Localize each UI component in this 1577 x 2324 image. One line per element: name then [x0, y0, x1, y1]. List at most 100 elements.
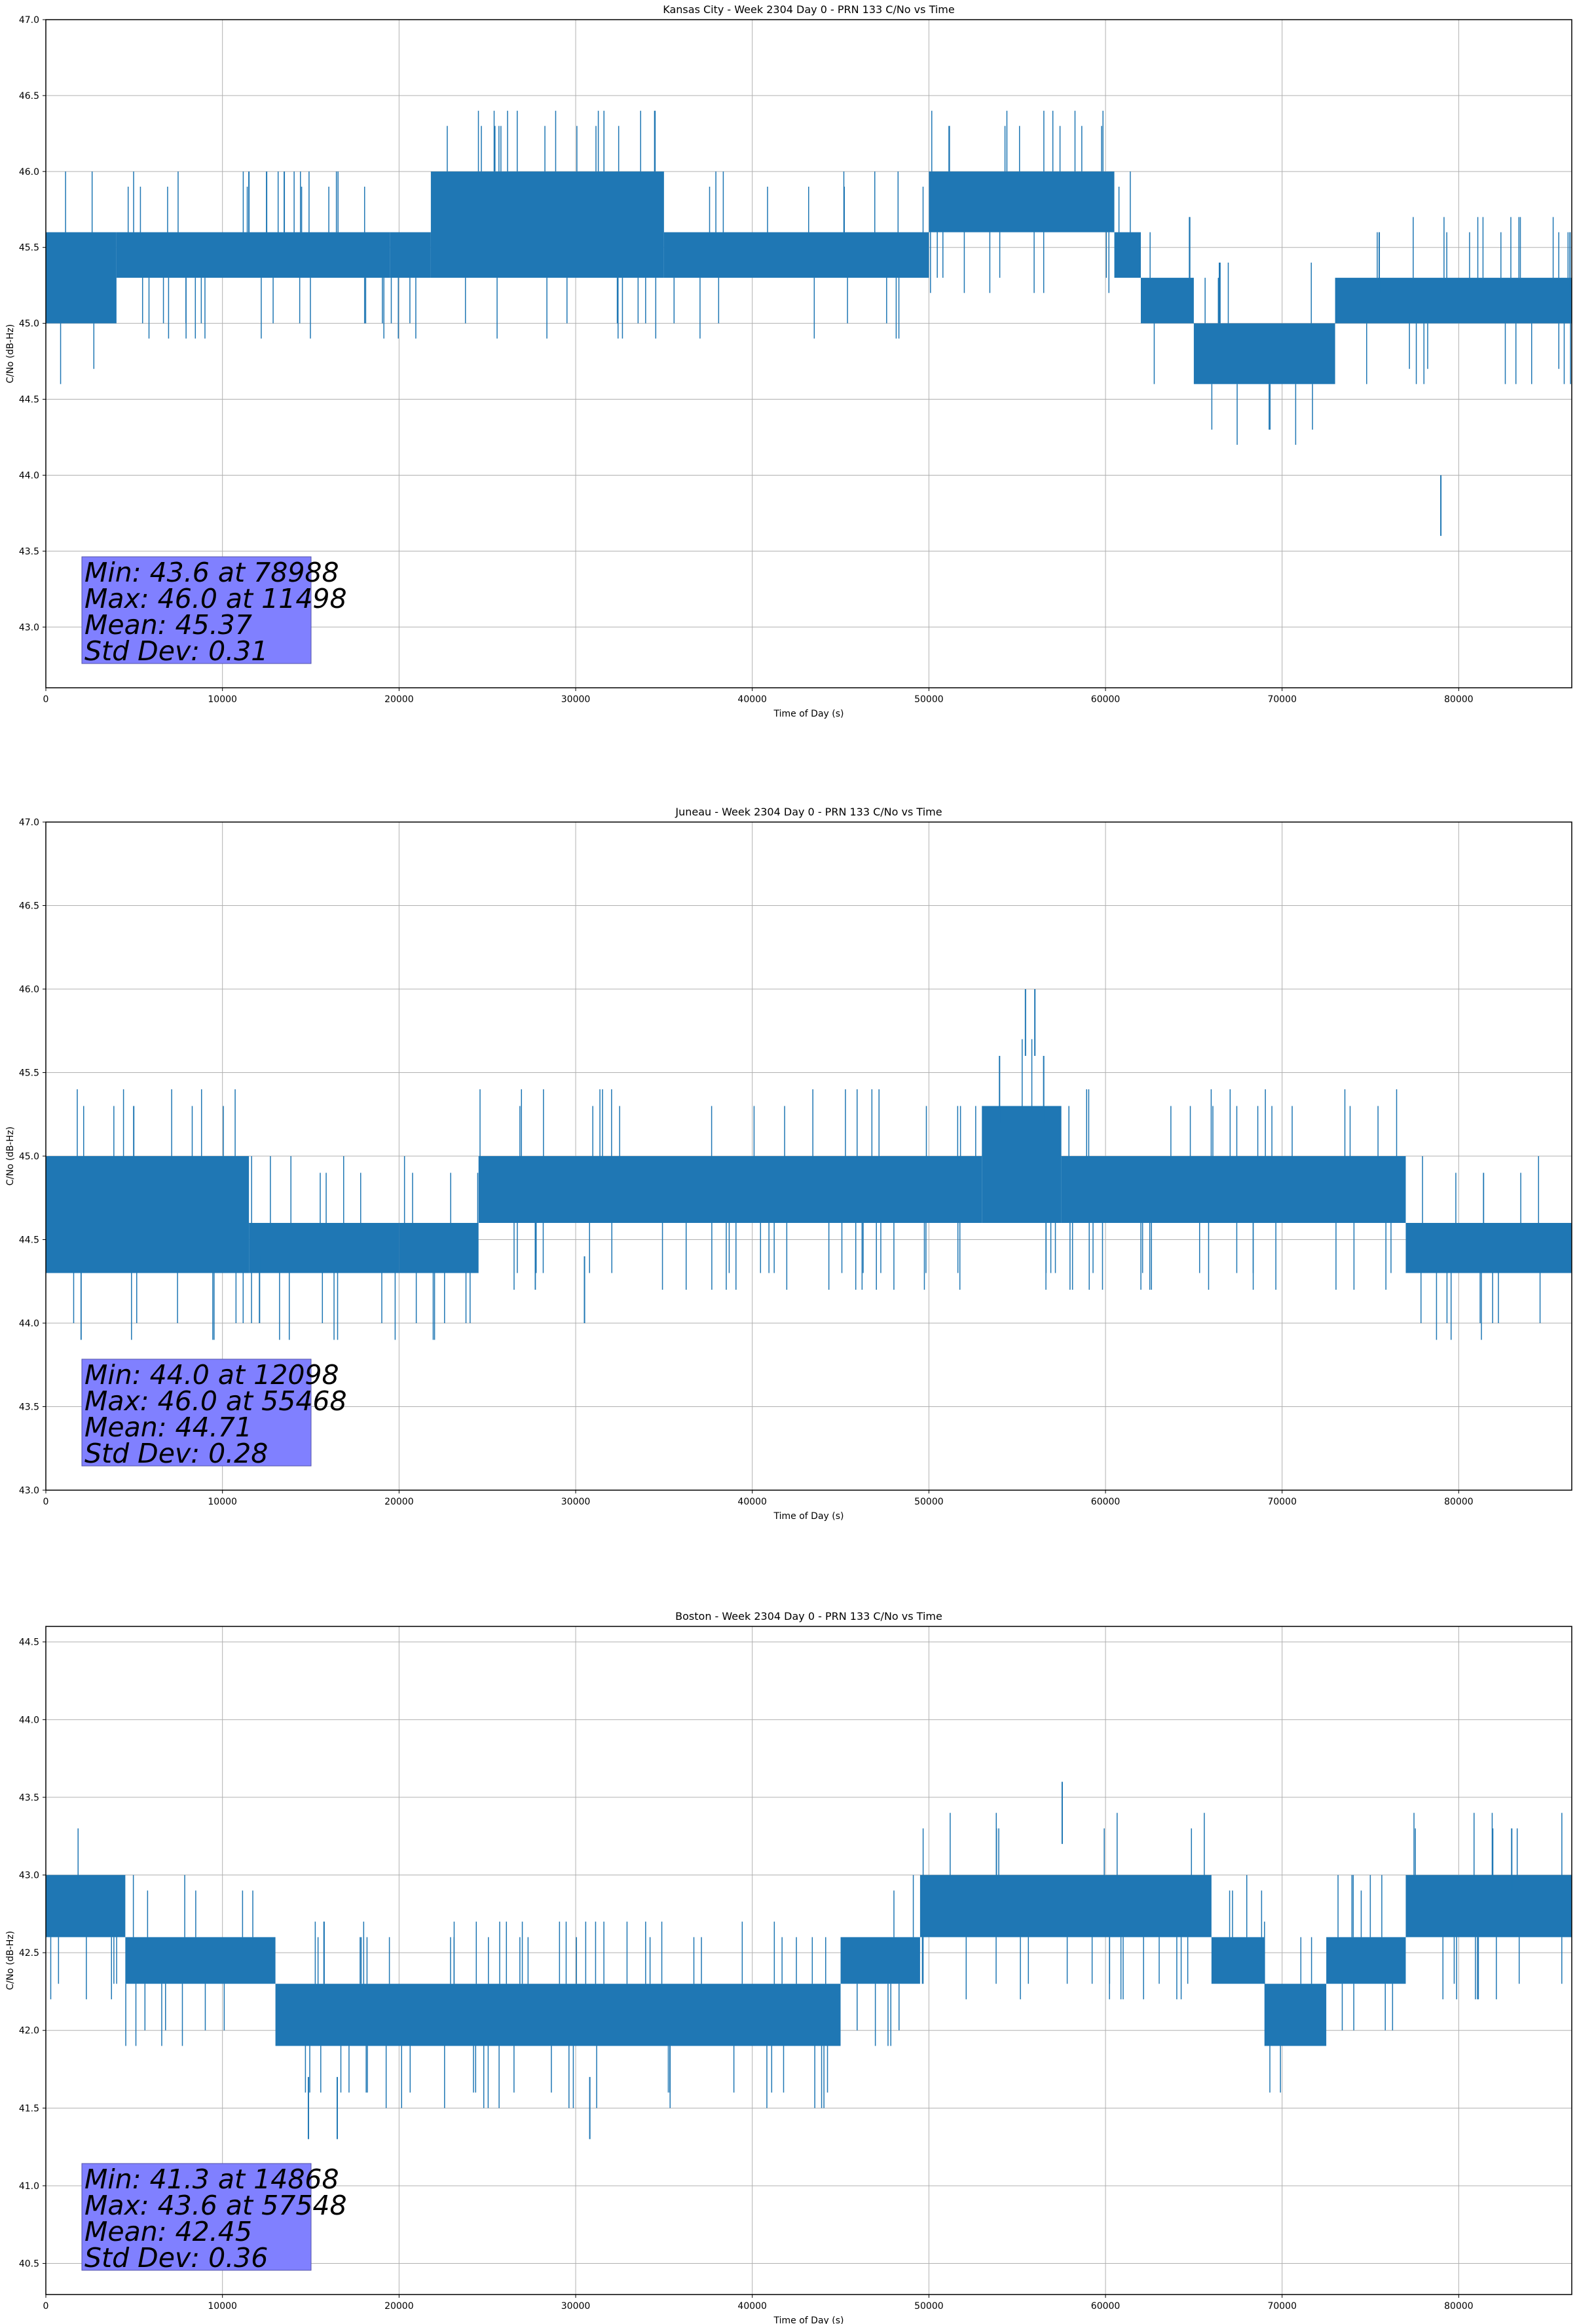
y-axis-label: C/No (dB-Hz): [5, 1127, 16, 1186]
x-tick-label: 0: [43, 694, 49, 705]
x-tick-label: 80000: [1444, 2301, 1474, 2312]
chart-kansas-city: 0 10000 20000 30000 40000 50000 60000 70000 8000…: [5, 3, 1572, 719]
y-tick-label: 46.5: [19, 91, 39, 102]
x-tick-label: 30000: [561, 2301, 591, 2312]
y-tick-label: 47.0: [19, 15, 39, 26]
series-band: [46, 1875, 126, 1938]
x-tick-label: 60000: [1091, 694, 1121, 705]
y-tick-label: 43.0: [19, 1871, 39, 1881]
stats-max-text: Max: 46.0 at 11498: [84, 583, 347, 614]
x-axis-label: Time of Day (s): [773, 2315, 844, 2324]
y-tick-label: 47.0: [19, 817, 39, 828]
x-tick-label: 60000: [1091, 1497, 1121, 1507]
plot-frame: [45, 1626, 1572, 2295]
stats-std-text: Std Dev: 0.36: [84, 2242, 268, 2274]
series-band: [840, 1937, 920, 1984]
stats-max-text: Max: 46.0 at 55468: [84, 1385, 347, 1417]
series-band: [1114, 232, 1141, 278]
series-band: [1405, 1223, 1572, 1273]
stats-min-text: Min: 41.3 at 14868: [84, 2164, 339, 2195]
y-tick-label: 42.0: [19, 2026, 39, 2036]
series-band: [46, 1156, 250, 1273]
y-tick-label: 44.0: [19, 1715, 39, 1725]
stats-std-text: Std Dev: 0.28: [84, 1438, 268, 1469]
x-tick-label: 30000: [561, 1497, 591, 1507]
series-band: [275, 1983, 841, 2046]
series-band: [478, 1156, 982, 1223]
y-tick-label: 43.5: [19, 546, 39, 557]
x-tick-label: 70000: [1267, 2301, 1297, 2312]
x-tick-label: 50000: [914, 1497, 944, 1507]
stats-min-text: Min: 44.0 at 12098: [84, 1359, 339, 1391]
y-tick-label: 46.0: [19, 167, 39, 178]
series-band: [1061, 1156, 1406, 1223]
series-band: [663, 232, 929, 278]
y-axis-label: C/No (dB-Hz): [5, 324, 16, 383]
series-band: [1211, 1937, 1265, 1984]
y-tick-label: 41.5: [19, 2103, 39, 2114]
x-axis-label: Time of Day (s): [773, 1511, 844, 1522]
series-band: [125, 1937, 276, 1984]
y-tick-label: 43.0: [19, 1486, 39, 1496]
y-tick-label: 46.0: [19, 984, 39, 995]
series-band: [982, 1106, 1062, 1223]
x-tick-label: 40000: [737, 2301, 767, 2312]
y-tick-label: 43.5: [19, 1793, 39, 1803]
x-tick-label: 80000: [1444, 1497, 1474, 1507]
chart-title: Juneau - Week 2304 Day 0 - PRN 133 C/No …: [675, 806, 942, 818]
series-band: [46, 232, 117, 324]
y-axis-label: C/No (dB-Hz): [5, 1931, 16, 1990]
y-tick-label: 43.0: [19, 622, 39, 633]
y-tick-label: 45.5: [19, 243, 39, 253]
x-tick-label: 0: [43, 2301, 49, 2312]
y-tick-label: 44.0: [19, 1319, 39, 1329]
series-band: [1326, 1937, 1406, 1984]
series-band: [116, 232, 390, 278]
stats-max-text: Max: 43.6 at 57548: [84, 2190, 347, 2221]
y-tick-label: 44.5: [19, 1235, 39, 1246]
series-band: [919, 1875, 1212, 1938]
y-tick-label: 44.5: [19, 395, 39, 405]
series-band: [1335, 278, 1572, 324]
series-band: [390, 232, 431, 278]
stats-mean-text: Mean: 45.37: [84, 609, 252, 641]
y-tick-label: 43.5: [19, 1402, 39, 1413]
chart-title: Kansas City - Week 2304 Day 0 - PRN 133 …: [663, 3, 954, 16]
y-tick-label: 42.5: [19, 1948, 39, 1959]
x-tick-label: 50000: [914, 2301, 944, 2312]
series-band: [430, 171, 664, 278]
stats-mean-text: Mean: 44.71: [84, 1412, 252, 1443]
y-tick-label: 44.0: [19, 470, 39, 481]
stats-box: [81, 1359, 312, 1467]
series-band: [1264, 1983, 1327, 2046]
chart-juneau: 0 10000 20000 30000 40000 50000 60000 70000 8000…: [5, 806, 1572, 1522]
x-tick-label: 10000: [208, 694, 237, 705]
y-tick-label: 40.5: [19, 2259, 39, 2270]
x-axis-label: Time of Day (s): [773, 709, 844, 719]
series-band: [399, 1223, 479, 1273]
series-band: [1193, 323, 1335, 384]
y-tick-label: 45.0: [19, 1152, 39, 1162]
x-tick-label: 40000: [737, 1497, 767, 1507]
x-tick-label: 70000: [1267, 1497, 1297, 1507]
x-tick-label: 60000: [1091, 2301, 1121, 2312]
chart-title: Boston - Week 2304 Day 0 - PRN 133 C/No …: [675, 1610, 942, 1622]
stats-mean-text: Mean: 42.45: [84, 2216, 252, 2247]
stats-std-text: Std Dev: 0.31: [84, 635, 268, 667]
chart-boston: 0 10000 20000 30000 40000 50000 60000 70000 8000…: [5, 1610, 1572, 2324]
y-tick-label: 45.0: [19, 319, 39, 329]
x-tick-label: 40000: [737, 694, 767, 705]
y-tick-label: 45.5: [19, 1068, 39, 1079]
plot-frame: [45, 19, 1572, 688]
x-tick-label: 20000: [384, 1497, 414, 1507]
x-tick-label: 20000: [384, 2301, 414, 2312]
x-tick-label: 10000: [208, 2301, 237, 2312]
series-band: [1405, 1875, 1572, 1938]
series-band: [249, 1223, 399, 1273]
x-tick-label: 30000: [561, 694, 591, 705]
series-band: [929, 171, 1115, 233]
y-tick-label: 41.0: [19, 2181, 39, 2192]
x-tick-label: 50000: [914, 694, 944, 705]
series-band: [1140, 278, 1194, 324]
